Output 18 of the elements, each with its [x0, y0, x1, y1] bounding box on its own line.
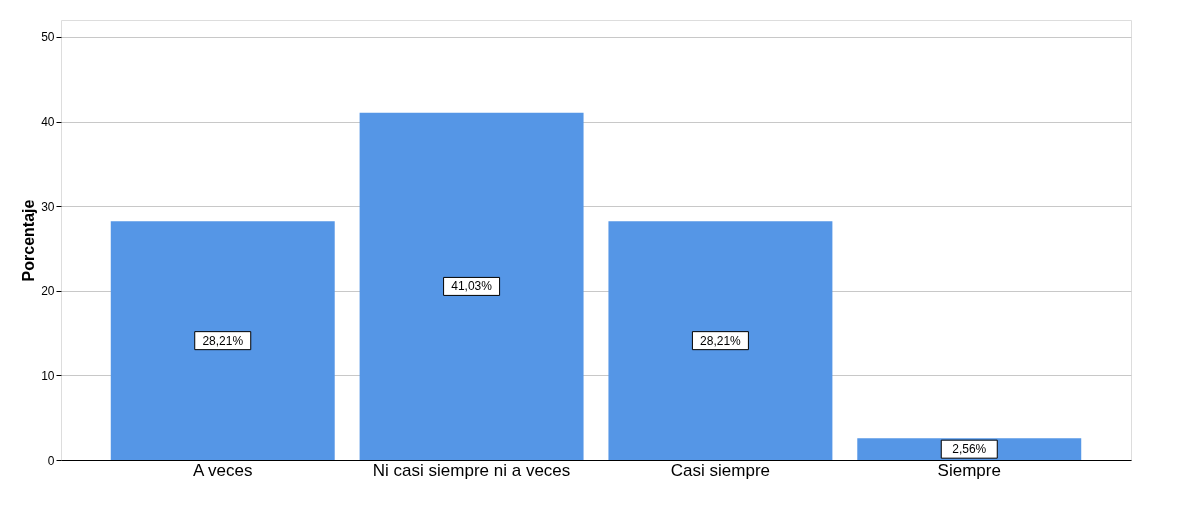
data-label: 28,21% — [700, 333, 742, 348]
bar — [608, 221, 833, 460]
bar — [359, 112, 584, 460]
y-tick-label: 20 — [41, 284, 55, 299]
y-tick-label: 50 — [41, 30, 55, 45]
x-tick-label: Casi siempre — [670, 460, 771, 480]
x-tick-label: A veces — [192, 460, 253, 480]
bar — [110, 221, 335, 460]
data-label: 2,56% — [952, 442, 987, 457]
data-label: 41,03% — [451, 279, 493, 294]
data-label: 28,21% — [202, 333, 244, 348]
y-tick-label: 10 — [41, 368, 55, 383]
y-tick-label: 30 — [41, 199, 55, 214]
y-tick-label: 0 — [47, 453, 55, 468]
y-tick-label: 40 — [41, 115, 55, 130]
y-axis-title: Porcentaje — [20, 199, 38, 282]
x-tick-label: Ni casi siempre ni a veces — [372, 460, 571, 480]
x-tick-label: Siempre — [937, 460, 1001, 480]
